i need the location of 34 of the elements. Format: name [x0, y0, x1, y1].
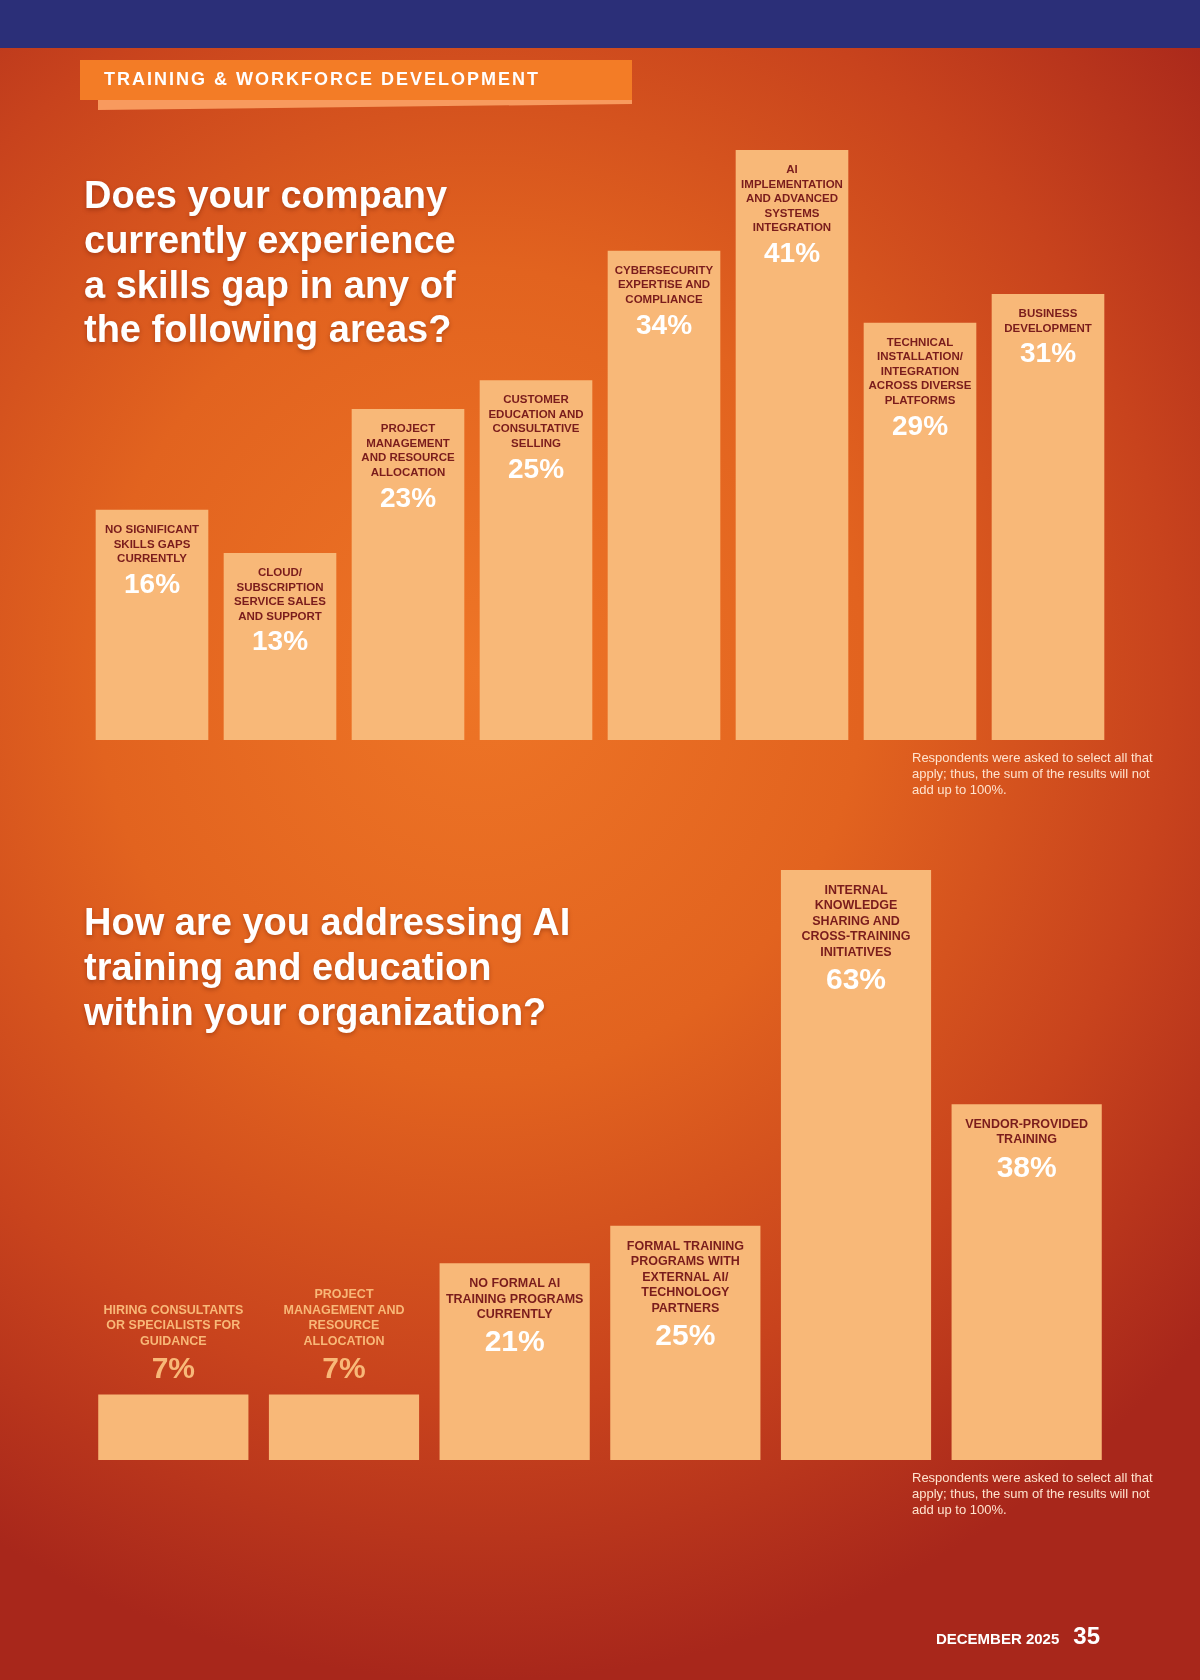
- text: How are you addressing AI training and education within your organization?: [84, 900, 572, 1035]
- data-label: 63%: [825, 962, 887, 995]
- heading-banner: TRAINING & WORKFORCE DEVELOPMENT: [80, 60, 632, 110]
- data-label: 23%: [379, 481, 437, 513]
- x-tick-label: CYBERSECURITY EXPERTISE AND COMPLIANCE: [614, 263, 714, 305]
- x-tick-label: BUSINESS DEVELOPMENT: [1004, 307, 1092, 334]
- text: DECEMBER 2025: [935, 1630, 1060, 1647]
- x-tick-label: CUSTOMER EDUCATION AND CONSULTATIVE SELLING: [488, 393, 584, 449]
- category-label: PROJECT MANAGEMENT AND RESOURCE ALLOCATION: [283, 1287, 405, 1348]
- text: 35: [1073, 1622, 1100, 1650]
- data-label: 21%: [484, 1324, 545, 1358]
- text: Does your company currently experience a skills gap in any of the following areas?: [84, 173, 457, 353]
- data-label: 34%: [635, 308, 693, 340]
- text: Respondents were asked to select all that apply; thus, the sum of the results will not add up to 100%.: [912, 1470, 1154, 1518]
- category-label: FORMAL TRAINING PROGRAMS WITH EXTERNAL AI/TECHNOLOGY PARTNERS: [626, 1238, 744, 1315]
- data-label: 25%: [655, 1317, 716, 1351]
- category-label: VENDOR-PROVIDED TRAINING: [965, 1116, 1089, 1147]
- data-label: 29%: [891, 409, 949, 441]
- data-label: 25%: [507, 452, 565, 484]
- data-label: 38%: [996, 1149, 1057, 1183]
- data-label: 31%: [1019, 337, 1077, 369]
- data-label: 16%: [123, 567, 181, 599]
- x-tick-label: NO SIGNIFICANT SKILLS GAPS CURRENTLY: [105, 523, 199, 565]
- data-label: 41%: [763, 237, 821, 268]
- category-label: HIRING CONSULTANTS OR SPECIALISTS FOR GUIDANCE: [103, 1302, 244, 1348]
- category-label: INTERNAL KNOWLEDGE SHARING AND CROSS-TRAINING INITIATIVES: [801, 882, 911, 959]
- data-label: 7%: [151, 1350, 196, 1384]
- category-label: NO FORMAL AI TRAINING PROGRAMS CURRENTLY: [445, 1276, 584, 1322]
- x-tick-label: AI IMPLEMENTATION AND ADVANCED SYSTEMS INTEGRATION: [741, 163, 843, 234]
- data-label: 7%: [322, 1350, 366, 1384]
- data-label: 13%: [251, 625, 309, 657]
- x-tick-label: TECHNICAL INSTALLATION/INTEGRATION ACROSS DIVERSE PLATFORMS: [868, 335, 972, 406]
- text: Respondents were asked to select all that apply; thus, the sum of the results will not add up to 100%.: [912, 750, 1154, 798]
- x-tick-label: CLOUD/SUBSCRIPTION SERVICE SALES AND SUPPORT: [234, 566, 327, 622]
